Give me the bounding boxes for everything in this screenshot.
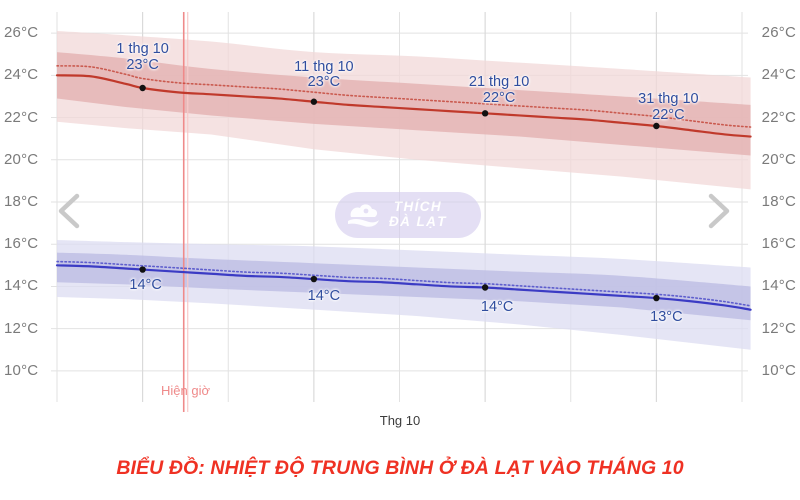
callout-value: 14°C — [480, 298, 514, 315]
y-axis-tick-right: 24°C — [761, 66, 796, 84]
y-axis-tick-left: 20°C — [4, 150, 39, 168]
high-temp-callout: 21 thg 10 22°C — [454, 75, 544, 106]
low-temp-callout: 13°C — [621, 309, 711, 326]
now-marker-label: Hiện giờ — [161, 383, 210, 398]
confidence-band-inner — [57, 252, 751, 321]
y-axis-tick-left: 14°C — [4, 277, 39, 295]
low-temp-callout: 14°C — [452, 298, 542, 316]
y-axis-tick-left: 26°C — [4, 24, 39, 42]
callout-date: 11 thg 10 — [294, 58, 354, 75]
data-point-marker — [481, 110, 489, 117]
data-point-marker — [653, 122, 660, 130]
watermark-line2: ĐÀ LẠT — [389, 214, 447, 229]
data-point-marker — [310, 275, 318, 283]
high-temp-callout: 11 thg 10 23°C — [279, 58, 369, 91]
callout-value: 23°C — [126, 56, 159, 73]
confidence-band-inner — [57, 52, 751, 156]
chart-plot-area[interactable] — [0, 0, 800, 432]
low-temp-callout: 14°C — [279, 288, 369, 305]
callout-date: 31 thg 10 — [638, 91, 699, 107]
prev-month-arrow[interactable] — [52, 190, 88, 232]
y-axis-tick-right: 18°C — [761, 193, 796, 210]
y-axis-tick-left: 12°C — [4, 319, 39, 337]
watermark-text: THÍCH ĐÀ LẠT — [389, 200, 447, 229]
y-axis-tick-right: 26°C — [761, 24, 796, 42]
chevron-left-icon — [58, 193, 80, 229]
chart-title: BIỂU ĐỒ: NHIỆT ĐỘ TRUNG BÌNH Ở ĐÀ LẠT VÀ… — [116, 456, 684, 479]
callout-date: 1 thg 10 — [116, 41, 169, 57]
callout-value: 14°C — [129, 276, 162, 293]
series-line — [55, 74, 752, 138]
y-axis-tick-right: 22°C — [761, 108, 796, 126]
y-axis-tick-left: 16°C — [4, 235, 39, 253]
series-line — [55, 264, 752, 311]
dalat-logo-icon — [348, 204, 379, 227]
data-point-marker — [481, 284, 489, 291]
watermark-line1: THÍCH — [393, 199, 443, 215]
series-dotted-overlay — [56, 260, 752, 307]
y-axis-tick-left: 18°C — [4, 193, 39, 210]
callout-value: 22°C — [482, 89, 516, 106]
data-point-marker — [653, 294, 660, 302]
watermark-badge: THÍCH ĐÀ LẠT — [335, 192, 481, 238]
y-axis-tick-left: 10°C — [4, 361, 39, 379]
title-bar: BIỂU ĐỒ: NHIỆT ĐỘ TRUNG BÌNH Ở ĐÀ LẠT VÀ… — [0, 436, 800, 500]
chevron-right-icon — [708, 193, 730, 229]
y-axis-tick-right: 10°C — [761, 361, 796, 379]
callout-value: 14°C — [307, 288, 341, 305]
y-axis-tick-right: 16°C — [761, 235, 796, 253]
y-axis-tick-right: 20°C — [761, 150, 796, 168]
low-temp-callout: 14°C — [101, 276, 191, 294]
x-axis-label: Thg 10 — [379, 413, 421, 428]
chart-svg — [51, 12, 752, 412]
data-point-marker — [310, 98, 318, 105]
high-temp-callout: 1 thg 10 23°C — [98, 41, 188, 73]
next-month-arrow[interactable] — [700, 190, 736, 232]
y-axis-tick-right: 12°C — [761, 319, 796, 337]
high-temp-callout: 31 thg 10 22°C — [623, 91, 713, 123]
y-axis-tick-right: 14°C — [761, 277, 796, 295]
y-axis-tick-left: 22°C — [4, 108, 39, 126]
callout-value: 23°C — [307, 74, 341, 91]
data-point-marker — [139, 266, 146, 273]
callout-value: 13°C — [650, 309, 683, 326]
series-dotted-overlay — [56, 65, 752, 128]
callout-date: 21 thg 10 — [468, 74, 530, 91]
data-point-marker — [139, 84, 146, 92]
callout-value: 22°C — [652, 106, 685, 123]
y-axis-tick-left: 24°C — [4, 66, 39, 84]
